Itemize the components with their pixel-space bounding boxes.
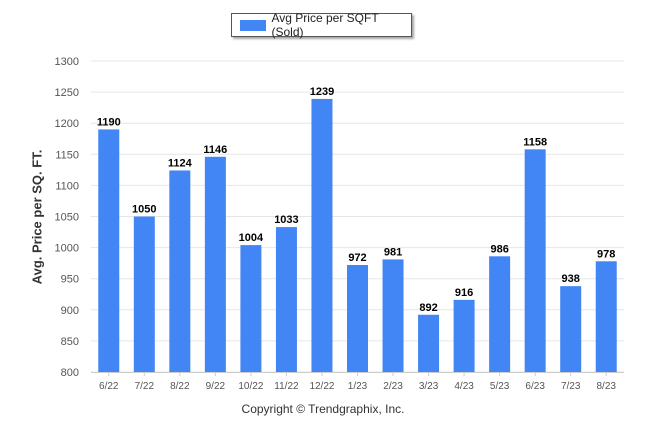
copyright-text: Copyright © Trendgraphix, Inc.: [241, 402, 405, 416]
bar: [489, 256, 511, 372]
x-tick-label: 1/23: [348, 381, 368, 392]
bar-value-label: 1050: [132, 204, 156, 216]
bar: [560, 286, 582, 372]
y-tick-label: 1200: [55, 118, 79, 130]
bar: [453, 299, 475, 372]
bar-value-label: 916: [455, 287, 473, 299]
bar-value-label: 1190: [97, 116, 121, 128]
x-tick-label: 10/22: [238, 381, 263, 392]
bar-value-label: 1158: [523, 136, 547, 148]
bar: [595, 261, 617, 372]
x-tick-label: 9/22: [206, 381, 226, 392]
bar: [275, 227, 297, 372]
x-tick-label: 7/22: [135, 381, 155, 392]
bar-value-label: 986: [490, 243, 508, 255]
x-tick-label: 8/23: [596, 381, 616, 392]
y-tick-label: 1300: [55, 56, 79, 68]
bar-value-label: 972: [348, 252, 366, 264]
bar-value-label: 938: [562, 273, 580, 285]
x-tick-label: 11/22: [274, 381, 299, 392]
y-tick-label: 850: [61, 336, 79, 348]
x-tick-label: 12/22: [309, 381, 334, 392]
bar: [98, 129, 120, 372]
chart-legend: Avg Price per SQFT (Sold): [231, 11, 412, 39]
bar-value-label: 892: [419, 302, 437, 314]
bar-value-label: 1146: [203, 144, 227, 156]
legend-label: Avg Price per SQFT (Sold): [271, 11, 379, 39]
y-tick-label: 950: [61, 274, 79, 286]
y-axis-title: Avg. Price per SQ. FT.: [29, 149, 45, 285]
y-tick-label: 900: [61, 305, 79, 317]
bar: [240, 245, 262, 372]
x-tick-label: 8/22: [170, 381, 190, 392]
bar-value-label: 1004: [239, 232, 264, 244]
bar: [169, 170, 191, 372]
legend-swatch: [240, 19, 266, 31]
bar: [204, 156, 226, 372]
y-tick-label: 800: [61, 367, 79, 379]
y-tick-label: 1000: [55, 243, 79, 255]
y-tick-label: 1100: [55, 180, 79, 192]
x-tick-label: 4/23: [454, 381, 474, 392]
bar: [311, 98, 333, 372]
y-tick-label: 1150: [55, 149, 79, 161]
bar-value-label: 1124: [168, 157, 193, 169]
bar-value-label: 978: [597, 248, 615, 260]
bar-value-label: 1033: [274, 214, 298, 226]
bar-value-label: 981: [384, 246, 402, 258]
x-tick-label: 6/22: [99, 381, 119, 392]
bar: [524, 149, 546, 372]
y-tick-label: 1050: [55, 212, 79, 224]
bar: [133, 216, 155, 372]
bar: [382, 259, 404, 372]
bar: [347, 265, 368, 372]
x-tick-label: 2/23: [383, 381, 403, 392]
bar: [418, 314, 440, 372]
bar-value-label: 1239: [310, 86, 334, 98]
x-tick-label: 7/23: [561, 381, 581, 392]
y-tick-label: 1250: [55, 87, 79, 99]
x-tick-label: 6/23: [525, 381, 545, 392]
x-tick-label: 5/23: [490, 381, 510, 392]
x-tick-label: 3/23: [419, 381, 439, 392]
